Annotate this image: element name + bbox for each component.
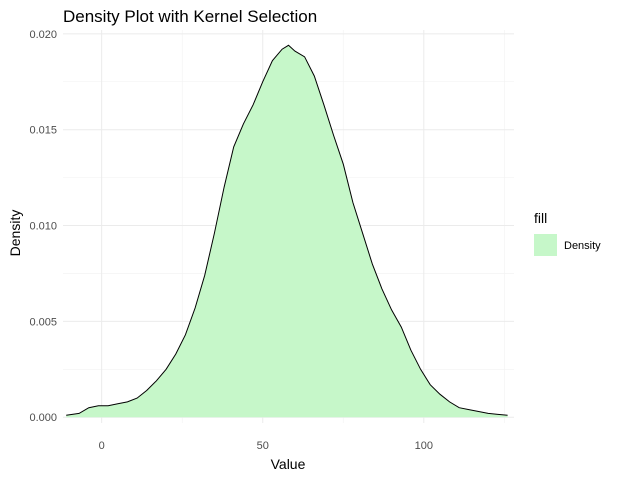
y-axis-ticks: 0.000 0.005 0.010 0.015 0.020: [29, 29, 57, 424]
x-axis-title: Value: [271, 456, 306, 472]
legend-label-density: Density: [564, 240, 601, 252]
x-axis-ticks: 0 50 100: [99, 440, 433, 452]
y-axis-title: Density: [7, 210, 23, 257]
density-area: [66, 45, 508, 418]
x-tick-label: 100: [415, 440, 433, 452]
y-tick-label: 0.005: [29, 316, 57, 328]
plot-area: [66, 44, 508, 418]
y-tick-label: 0.020: [29, 29, 57, 41]
y-tick-label: 0.010: [29, 221, 57, 233]
x-tick-label: 0: [99, 440, 105, 452]
legend-title: fill: [534, 210, 547, 226]
y-tick-label: 0.015: [29, 125, 57, 137]
legend-key-swatch: [534, 234, 557, 256]
x-tick-label: 50: [257, 440, 269, 452]
legend: fill Density: [534, 210, 601, 256]
y-tick-label: 0.000: [29, 412, 57, 424]
chart-title: Density Plot with Kernel Selection: [63, 7, 317, 26]
density-line: [66, 44, 508, 416]
